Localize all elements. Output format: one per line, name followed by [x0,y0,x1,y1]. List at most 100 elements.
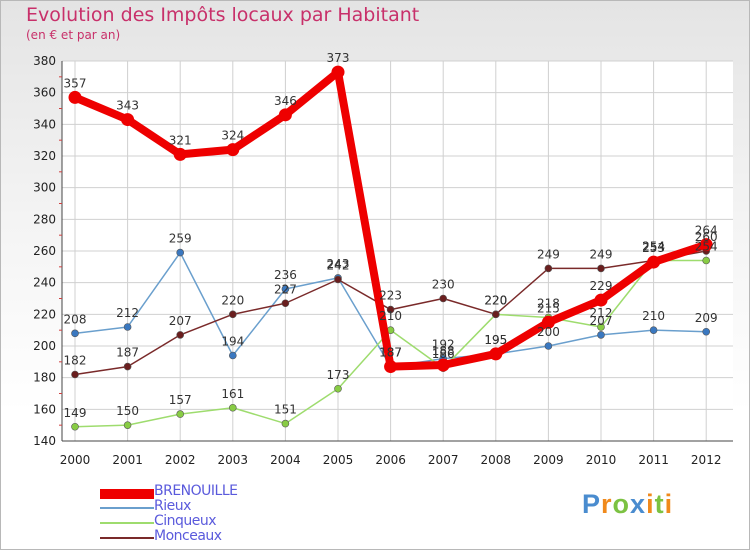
data-point-brenouille [173,147,187,161]
x-tick-label: 2008 [481,453,512,467]
x-tick-label: 2001 [112,453,143,467]
data-label-cinqueux: 157 [169,393,192,407]
data-point-monceaux [176,331,184,339]
data-point-monceaux [71,370,79,379]
data-point-brenouille [541,315,555,329]
data-point-rieux [71,329,79,338]
x-tick-label: 2010 [586,453,617,467]
y-tick-label: 140 [33,434,56,448]
legend-label: Monceaux [154,528,222,544]
y-tick-label: 200 [33,339,56,353]
data-label-cinqueux: 254 [695,240,718,254]
data-label-cinqueux: 212 [590,306,613,320]
data-label-cinqueux: 254 [642,240,665,254]
data-label-cinqueux: 210 [379,309,402,323]
y-tick-label: 340 [33,117,56,131]
data-point-monceaux [544,264,553,273]
data-point-brenouille [647,255,661,269]
y-tick-label: 300 [33,181,56,195]
data-label-cinqueux: 150 [116,404,139,418]
legend-swatch [100,537,154,539]
data-label-monceaux: 260 [695,230,718,244]
data-label-brenouille: 188 [432,344,455,358]
data-point-rieux [649,326,658,334]
x-tick-label: 2011 [638,453,669,467]
logo-letter: P [582,489,602,519]
data-label-brenouille: 343 [116,99,139,113]
data-label-cinqueux: 161 [221,387,244,401]
x-tick-label: 2012 [691,453,722,467]
data-label-rieux: 200 [537,325,560,339]
data-label-cinqueux: 220 [484,293,507,307]
data-label-brenouille: 373 [327,51,350,65]
data-point-monceaux [439,294,448,303]
data-label-brenouille: 229 [590,279,613,293]
series-lines [68,65,713,431]
data-label-cinqueux: 186 [432,347,455,361]
data-label-cinqueux: 218 [537,297,560,311]
data-point-rieux [176,248,184,257]
data-label-rieux: 259 [169,232,192,246]
data-label-brenouille: 215 [537,301,560,315]
data-point-cinqueux [334,384,342,393]
legend-label: BRENOUILLE [154,483,238,499]
data-label-monceaux: 227 [274,282,297,296]
x-tick-label: 2006 [375,453,406,467]
data-label-rieux: 208 [64,312,87,326]
data-point-cinqueux [702,256,711,265]
data-label-rieux: 236 [274,268,297,282]
data-label-monceaux: 207 [169,314,192,328]
data-point-monceaux [229,310,237,319]
data-label-brenouille: 321 [169,133,192,147]
data-point-monceaux [597,264,605,273]
data-point-brenouille [594,293,608,307]
data-point-rieux [597,331,605,339]
y-tick-label: 260 [33,244,56,258]
data-label-brenouille: 357 [64,76,87,90]
axes: 140 160 180 200 220 240 260 280 300 320 340 360 380 2… [33,54,733,467]
x-tick-label: 2007 [428,453,459,467]
data-label-rieux: 187 [379,346,402,360]
logo-letter: i [646,489,655,519]
data-label-monceaux: 187 [116,346,139,360]
data-point-cinqueux [176,410,184,418]
proxiti-logo: Proxiti [582,489,673,520]
legend-swatch [100,522,154,524]
y-tick-label: 280 [33,212,56,226]
data-label-monceaux: 220 [221,293,244,307]
data-point-cinqueux [123,421,132,429]
x-tick-label: 2000 [60,453,91,467]
data-label-brenouille: 195 [484,333,507,347]
data-label-monceaux: 230 [432,278,455,292]
data-point-brenouille [226,143,240,157]
data-point-brenouille [121,113,135,127]
data-point-brenouille [331,65,345,79]
data-label-rieux: 209 [695,311,718,325]
data-point-monceaux [386,305,395,314]
data-label-monceaux: 223 [379,289,402,303]
chart-subtitle: (en € et par an) [26,28,121,42]
data-point-rieux [123,323,132,331]
logo-letter: i [664,489,674,519]
data-labels: 208 212 259 194 236 243 187 192 195 200 207 210 209 1… [64,51,718,420]
data-point-rieux [229,351,237,360]
logo-letter: t [654,489,665,519]
grid-lines [62,60,733,442]
data-point-brenouille [384,360,398,374]
data-point-monceaux [123,362,132,371]
data-label-monceaux: 249 [590,247,613,261]
data-label-cinqueux: 149 [64,406,87,420]
x-tick-label: 2009 [533,453,564,467]
y-tick-label: 180 [33,371,56,385]
data-label-brenouille: 253 [642,241,665,255]
data-point-cinqueux [229,403,237,412]
x-tick-label: 2003 [218,453,249,467]
data-label-rieux: 192 [432,338,455,352]
data-point-monceaux [281,299,290,308]
logo-letter: o [612,489,631,519]
y-tick-label: 380 [33,54,56,68]
data-label-rieux: 212 [116,306,139,320]
data-label-monceaux: 249 [537,247,560,261]
logo-letter: x [630,489,647,519]
